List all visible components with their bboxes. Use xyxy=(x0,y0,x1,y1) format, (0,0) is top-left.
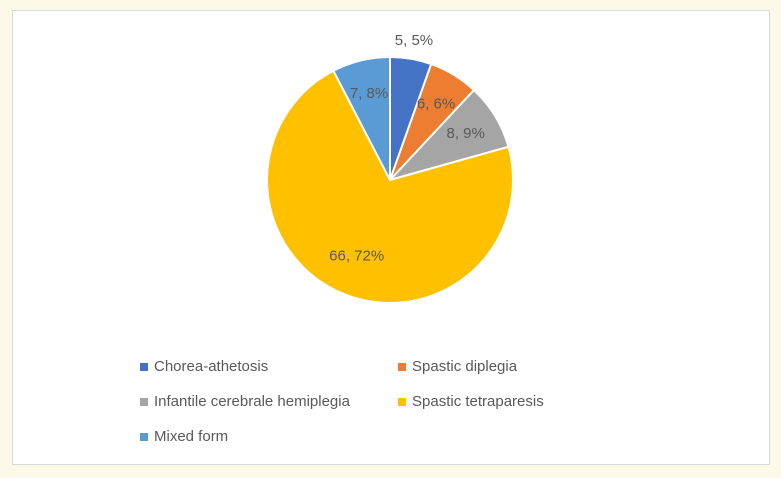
pie-slice xyxy=(332,55,391,181)
legend-label: Spastic diplegia xyxy=(412,358,518,375)
legend-marker xyxy=(398,363,406,371)
data-label: 66, 72% xyxy=(329,248,384,265)
legend-marker xyxy=(140,363,148,371)
legend-label: Chorea-athetosis xyxy=(154,358,268,375)
legend-label: Spastic tetraparesis xyxy=(412,393,544,410)
data-label: 5, 5% xyxy=(395,32,433,49)
legend-label: Infantile cerebrale hemiplegia xyxy=(154,393,351,410)
pie-slice xyxy=(266,69,514,304)
data-label: 6, 6% xyxy=(417,95,455,112)
legend-marker xyxy=(140,398,148,406)
data-label: 8, 9% xyxy=(446,125,484,142)
legend-marker xyxy=(398,398,406,406)
data-label: 7, 8% xyxy=(350,85,388,102)
legend-marker xyxy=(140,433,148,441)
legend-label: Mixed form xyxy=(154,428,228,445)
